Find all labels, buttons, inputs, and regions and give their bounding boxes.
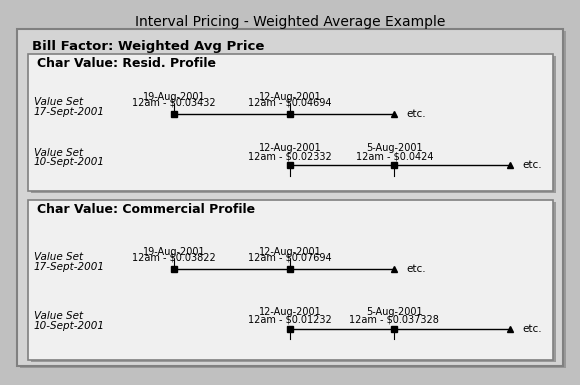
Text: 10-Sept-2001: 10-Sept-2001	[34, 157, 104, 167]
Text: 12am - $0.01232: 12am - $0.01232	[248, 315, 332, 325]
Text: 12am - $0.03432: 12am - $0.03432	[132, 97, 216, 107]
Text: Bill Factor: Weighted Avg Price: Bill Factor: Weighted Avg Price	[32, 40, 264, 54]
Text: Char Value: Resid. Profile: Char Value: Resid. Profile	[37, 57, 216, 70]
Text: 12am - $0.0424: 12am - $0.0424	[356, 151, 433, 161]
FancyBboxPatch shape	[31, 56, 556, 192]
Text: etc.: etc.	[406, 109, 426, 119]
FancyBboxPatch shape	[28, 54, 553, 191]
Text: 12am - $0.037328: 12am - $0.037328	[350, 315, 439, 325]
Text: etc.: etc.	[406, 264, 426, 275]
Text: etc.: etc.	[522, 323, 542, 333]
Text: Value Set: Value Set	[34, 97, 83, 107]
Text: Interval Pricing - Weighted Average Example: Interval Pricing - Weighted Average Exam…	[135, 15, 445, 28]
Text: Value Set: Value Set	[34, 147, 83, 157]
Text: 17-Sept-2001: 17-Sept-2001	[34, 107, 104, 117]
FancyBboxPatch shape	[20, 31, 565, 368]
Text: 5-Aug-2001: 5-Aug-2001	[366, 307, 423, 317]
Text: 12am - $0.03822: 12am - $0.03822	[132, 253, 216, 263]
FancyBboxPatch shape	[17, 29, 563, 366]
FancyBboxPatch shape	[28, 200, 553, 360]
Text: 12-Aug-2001: 12-Aug-2001	[259, 143, 321, 153]
FancyBboxPatch shape	[31, 202, 556, 362]
Text: Value Set: Value Set	[34, 252, 83, 262]
Text: 12-Aug-2001: 12-Aug-2001	[259, 247, 321, 257]
Text: 5-Aug-2001: 5-Aug-2001	[366, 143, 423, 153]
Text: 12-Aug-2001: 12-Aug-2001	[259, 307, 321, 317]
Text: 10-Sept-2001: 10-Sept-2001	[34, 321, 104, 331]
Text: 12am - $0.04694: 12am - $0.04694	[248, 97, 332, 107]
Text: Value Set: Value Set	[34, 311, 83, 321]
Text: 12-Aug-2001: 12-Aug-2001	[259, 92, 321, 102]
Text: 12am - $0.02332: 12am - $0.02332	[248, 151, 332, 161]
Text: Char Value: Commercial Profile: Char Value: Commercial Profile	[37, 203, 255, 216]
Text: 19-Aug-2001: 19-Aug-2001	[143, 247, 205, 257]
Text: 12am - $0.07694: 12am - $0.07694	[248, 253, 332, 263]
Text: 19-Aug-2001: 19-Aug-2001	[143, 92, 205, 102]
Text: etc.: etc.	[522, 160, 542, 170]
Text: 17-Sept-2001: 17-Sept-2001	[34, 262, 104, 272]
